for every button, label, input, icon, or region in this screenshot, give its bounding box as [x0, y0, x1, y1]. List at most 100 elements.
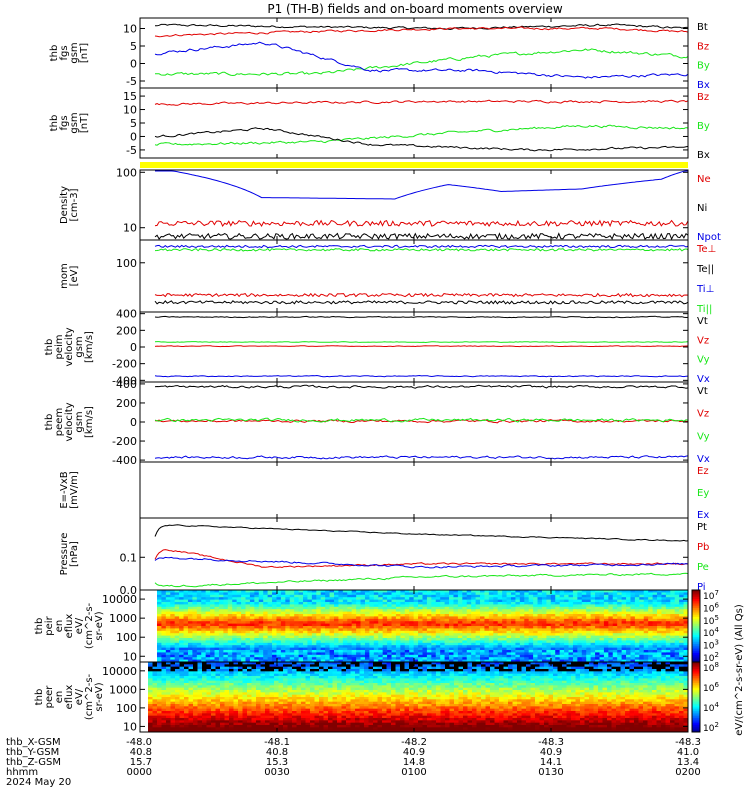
series-bz-line	[155, 27, 688, 37]
series-vx-line	[155, 456, 688, 459]
series-te-line	[155, 301, 688, 304]
series-bx-line	[155, 42, 688, 78]
legend-ti: Ti⊥	[696, 284, 714, 295]
series-npot-line	[155, 171, 688, 199]
y-label-line: [km/s]	[84, 331, 95, 363]
y-axis-label: Density[cm-3]	[59, 186, 80, 224]
y-tick-label: 400	[116, 308, 137, 321]
panel-frame	[140, 170, 688, 240]
y-label-line: [mV/m]	[69, 471, 80, 509]
legend-ey: Ey	[697, 488, 709, 499]
colorbar-label: eV/(cm^2-s-sr-eV) (All Qs)	[734, 604, 745, 736]
y-label-line: [nT]	[79, 43, 90, 63]
y-tick-label: 15	[123, 90, 137, 103]
legend-by: By	[697, 61, 710, 72]
legend-bz: Bz	[697, 92, 709, 103]
y-label-line: [eV]	[69, 266, 80, 287]
series-bz-line	[155, 100, 688, 105]
legend-ez: Ez	[697, 466, 709, 477]
y-label-line: [nPa]	[69, 541, 80, 567]
series-ni-line	[155, 234, 688, 240]
series-vt-line	[155, 385, 688, 388]
y-label-line: [km/s]	[84, 406, 95, 438]
legend-vx: Vx	[697, 374, 710, 385]
legend-pb: Pb	[697, 542, 709, 553]
colorbar-tick: 106	[703, 601, 719, 614]
y-tick-label: 100	[116, 631, 137, 644]
y-tick-label: 100	[116, 257, 137, 270]
colorbar-tick: 103	[703, 639, 719, 652]
y-tick-label: 5	[130, 40, 137, 53]
series-pt-line	[155, 525, 688, 541]
legend-vy: Vy	[697, 355, 710, 366]
chart-title: P1 (TH-B) fields and on-board moments ov…	[267, 2, 563, 16]
legend-te: Te⊥	[696, 244, 716, 255]
series-vz-line	[155, 346, 688, 347]
y-tick-label: 10	[123, 23, 137, 36]
y-axis-label: Pressure[nPa]	[59, 533, 80, 576]
efield-panel: E=-VxB[mV/m] Ez Ey Ex	[59, 462, 709, 521]
y-tick-label: 0	[130, 341, 137, 354]
legend-bx: Bx	[697, 150, 710, 161]
y-tick-label: -200	[112, 358, 137, 371]
y-label-line: [cm-3]	[69, 188, 80, 221]
series-by-line	[155, 125, 688, 145]
flag-bar	[140, 162, 688, 168]
y-tick-label: -5	[126, 144, 137, 157]
y-tick-label: 5	[130, 117, 137, 130]
y-label-line: sr-eV)	[94, 682, 105, 711]
colorbar-tick-exponent: 7	[714, 589, 718, 597]
spectrogram-cells	[148, 662, 689, 733]
y-tick-label: 200	[116, 324, 137, 337]
series-vy-line	[155, 342, 688, 343]
legend-vt: Vt	[697, 316, 708, 327]
colorbar-tick: 105	[703, 614, 719, 627]
y-tick-label: 0.1	[120, 551, 138, 564]
colorbar-tick-exponent: 5	[714, 614, 718, 622]
legend-bz: Bz	[697, 41, 709, 52]
series-ti-line	[155, 249, 688, 251]
y-tick-label: 200	[116, 397, 137, 410]
y-label-line: [nT]	[79, 113, 90, 133]
legend-pe: Pe	[697, 562, 709, 573]
y-tick-label: -5	[126, 75, 137, 88]
colorbar-tick-exponent: 4	[714, 626, 719, 634]
y-tick-label: 0	[130, 416, 137, 429]
spectrogram-cells	[157, 590, 689, 663]
panel-frame	[140, 462, 688, 518]
series-ti-line	[155, 245, 688, 247]
legend-ne: Ne	[697, 174, 711, 185]
legend-ni: Ni	[697, 203, 707, 214]
panel-frame	[140, 88, 688, 158]
colorbar-tick-exponent: 3	[714, 639, 718, 647]
colorbar-tick-exponent: 6	[714, 601, 719, 609]
legend-vx: Vx	[697, 454, 710, 465]
legend-te: Te||	[696, 264, 714, 275]
series-pe-line	[155, 573, 688, 587]
series-bt-line	[155, 24, 688, 30]
y-tick-label: 1000	[109, 612, 137, 625]
legend-ex: Ex	[697, 510, 709, 521]
y-axis-label: E=-VxB[mV/m]	[59, 471, 80, 509]
y-tick-label: 400	[116, 378, 137, 391]
legend-vt: Vt	[697, 386, 708, 397]
panel-frame	[140, 240, 688, 312]
y-tick-label: 10000	[102, 593, 137, 606]
y-tick-label: 10	[123, 222, 137, 235]
colorbar-tick-exponent: 2	[714, 651, 718, 659]
